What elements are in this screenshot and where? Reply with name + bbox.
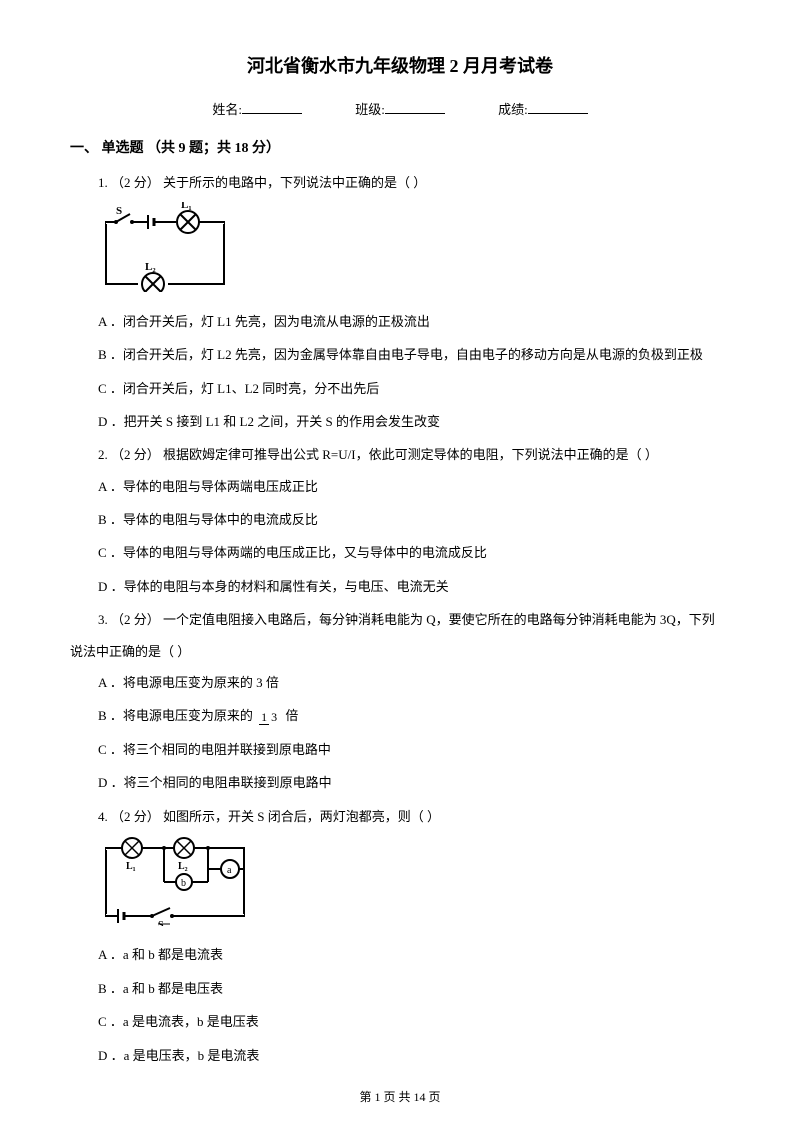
q4-option-c: C ．a 是电流表，b 是电压表 bbox=[98, 1010, 730, 1033]
svg-text:L₁: L₁ bbox=[181, 202, 192, 211]
q4-circuit-diagram: L₁ L₂ a b bbox=[98, 836, 730, 933]
q3-stem-2: 说法中正确的是（ ） bbox=[70, 640, 730, 663]
q2-option-b: B ．导体的电阻与导体中的电流成反比 bbox=[98, 508, 730, 531]
q1-option-b: B ．闭合开关后，灯 L2 先亮，因为金属导体靠自由电子导电，自由电子的移动方向… bbox=[98, 343, 730, 366]
frac-den: 3 bbox=[269, 710, 279, 724]
q4-option-a: A ．a 和 b 都是电流表 bbox=[98, 943, 730, 966]
svg-text:b: b bbox=[181, 878, 186, 889]
q2-option-d: D ．导体的电阻与本身的材料和属性有关，与电压、电流无关 bbox=[98, 575, 730, 598]
score-blank bbox=[528, 113, 588, 114]
q2-option-a: A ．导体的电阻与导体两端电压成正比 bbox=[98, 475, 730, 498]
q2-option-c: C ．导体的电阻与导体两端的电压成正比，又与导体中的电流成反比 bbox=[98, 541, 730, 564]
q3-option-a: A ．将电源电压变为原来的 3 倍 bbox=[98, 671, 730, 694]
q4-option-b: B ．a 和 b 都是电压表 bbox=[98, 977, 730, 1000]
question-2: 2. （2 分） 根据欧姆定律可推导出公式 R=U/I，依此可测定导体的电阻，下… bbox=[70, 443, 730, 598]
name-blank bbox=[242, 113, 302, 114]
question-4: 4. （2 分） 如图所示，开关 S 闭合后，两灯泡都亮，则（ ） L₁ L₂ bbox=[70, 805, 730, 1067]
svg-text:a: a bbox=[227, 865, 232, 876]
q3-optb-post: 倍 bbox=[282, 708, 298, 723]
q2-stem: 2. （2 分） 根据欧姆定律可推导出公式 R=U/I，依此可测定导体的电阻，下… bbox=[98, 443, 730, 466]
svg-text:L₁: L₁ bbox=[126, 861, 136, 872]
svg-text:S: S bbox=[116, 205, 122, 217]
svg-text:L₂: L₂ bbox=[178, 861, 188, 872]
score-label: 成绩: bbox=[498, 102, 528, 117]
q3-option-c: C ．将三个相同的电阻并联接到原电路中 bbox=[98, 738, 730, 761]
q4-stem: 4. （2 分） 如图所示，开关 S 闭合后，两灯泡都亮，则（ ） bbox=[98, 805, 730, 828]
name-label: 姓名: bbox=[212, 102, 242, 117]
question-3: 3. （2 分） 一个定值电阻接入电路后，每分钟消耗电能为 Q，要使它所在的电路… bbox=[70, 608, 730, 794]
svg-text:L₂: L₂ bbox=[145, 261, 156, 273]
q1-stem: 1. （2 分） 关于所示的电路中，下列说法中正确的是（ ） bbox=[98, 171, 730, 194]
q3-optb-pre: B ．将电源电压变为原来的 bbox=[98, 708, 256, 723]
q1-circuit-diagram: S L₁ L₂ bbox=[98, 202, 730, 299]
svg-text:S: S bbox=[158, 920, 164, 926]
question-1: 1. （2 分） 关于所示的电路中，下列说法中正确的是（ ） S L₁ bbox=[70, 171, 730, 433]
class-label: 班级: bbox=[355, 102, 385, 117]
q3-option-b: B ．将电源电压变为原来的 13 倍 bbox=[98, 704, 730, 727]
q1-option-d: D ．把开关 S 接到 L1 和 L2 之间，开关 S 的作用会发生改变 bbox=[98, 410, 730, 433]
q4-option-d: D ．a 是电压表，b 是电流表 bbox=[98, 1044, 730, 1067]
page-title: 河北省衡水市九年级物理 2 月月考试卷 bbox=[70, 50, 730, 82]
page-footer: 第 1 页 共 14 页 bbox=[70, 1087, 730, 1109]
q3-stem: 3. （2 分） 一个定值电阻接入电路后，每分钟消耗电能为 Q，要使它所在的电路… bbox=[98, 608, 730, 631]
q1-option-c: C ．闭合开关后，灯 L1、L2 同时亮，分不出先后 bbox=[98, 377, 730, 400]
q1-option-a: A ．闭合开关后，灯 L1 先亮，因为电流从电源的正极流出 bbox=[98, 310, 730, 333]
class-blank bbox=[385, 113, 445, 114]
frac-num: 1 bbox=[259, 710, 269, 725]
q3-option-d: D ．将三个相同的电阻串联接到原电路中 bbox=[98, 771, 730, 794]
info-row: 姓名: 班级: 成绩: bbox=[70, 98, 730, 121]
section-1-header: 一、 单选题 （共 9 题；共 18 分） bbox=[70, 136, 730, 161]
fraction-1-3: 13 bbox=[259, 711, 279, 723]
